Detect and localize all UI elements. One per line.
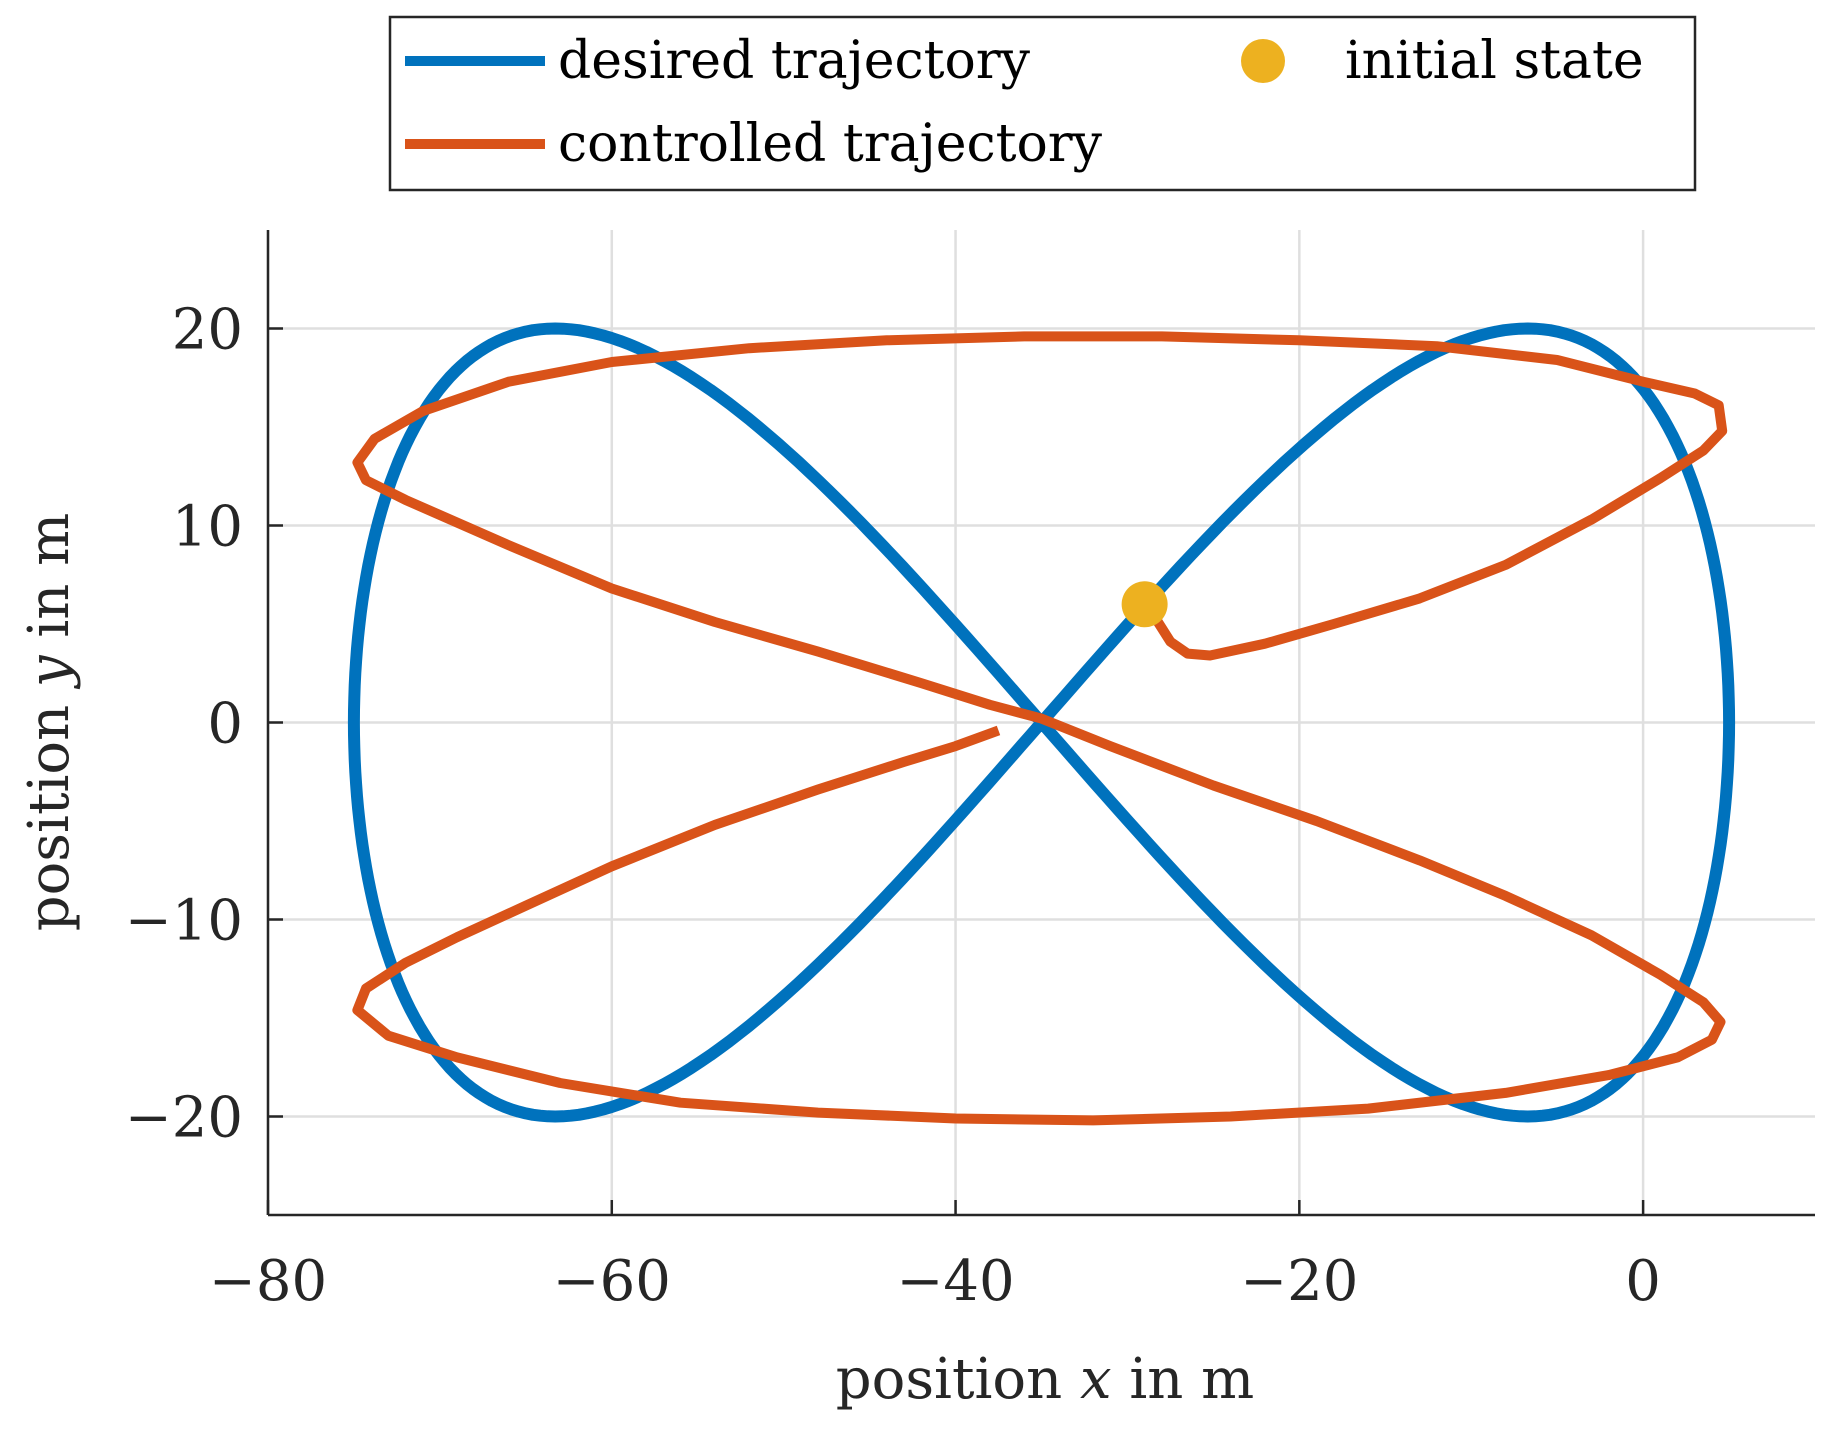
x-tick-label-2: −40 xyxy=(896,1249,1014,1314)
x-tick-label-1: −60 xyxy=(553,1249,671,1314)
axes xyxy=(266,230,1815,1217)
legend-marker-initial-state xyxy=(1241,39,1285,83)
legend-box xyxy=(388,15,1697,192)
series-layer xyxy=(347,322,1736,1126)
legend: desired trajectory controlled trajectory… xyxy=(388,15,1697,192)
legend-label-initial-state: initial state xyxy=(1345,31,1644,91)
tick-labels: −80 −60 −40 −20 0 −20 −10 0 10 20 xyxy=(125,298,1661,1315)
y-tick-label-0: −20 xyxy=(125,1086,243,1151)
legend-label-controlled: controlled trajectory xyxy=(558,114,1103,174)
y-tick-label-4: 20 xyxy=(172,298,243,363)
y-tick-label-1: −10 xyxy=(125,889,243,954)
y-tick-label-2: 0 xyxy=(207,692,243,757)
y-axis-label: position y in m xyxy=(17,513,82,932)
legend-label-desired: desired trajectory xyxy=(558,31,1031,91)
x-tick-label-4: 0 xyxy=(1625,1249,1661,1314)
x-axis-label: position x in m xyxy=(836,1347,1255,1412)
initial-state-marker xyxy=(1121,581,1168,628)
y-tick-label-3: 10 xyxy=(172,495,243,560)
series-line-controlled-trajectory xyxy=(352,331,1728,1126)
x-tick-label-3: −20 xyxy=(1240,1249,1358,1314)
x-tick-label-0: −80 xyxy=(209,1249,327,1314)
